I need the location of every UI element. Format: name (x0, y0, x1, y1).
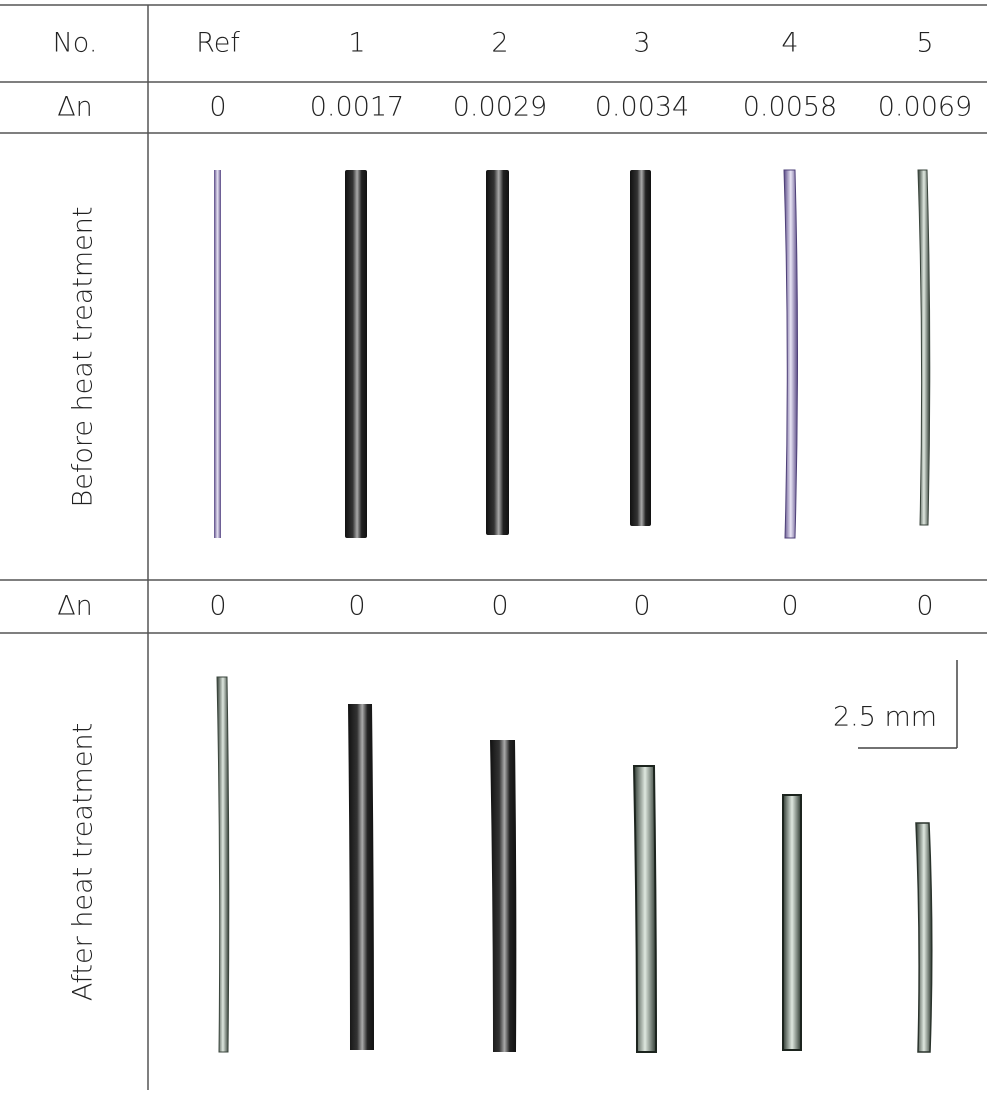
fiber (630, 170, 651, 526)
row-header: No. (53, 28, 98, 59)
fibers-after (216, 676, 933, 1053)
cell: 0 (209, 591, 226, 622)
column-header: 1 (348, 28, 365, 59)
fiber (216, 676, 230, 1053)
row-header: Δn (57, 92, 93, 123)
column-header: Ref (196, 28, 240, 59)
cell: 0 (633, 591, 650, 622)
fiber (782, 794, 802, 1051)
cell: 0.0029 (453, 92, 547, 123)
fiber (783, 169, 798, 539)
scale-label: 2.5 mm (833, 702, 937, 733)
fiber (632, 765, 658, 1053)
section-label: After heat treatment (68, 723, 99, 1001)
column-header: 3 (633, 28, 650, 59)
section-label: Before heat treatment (68, 207, 99, 508)
column-header: 5 (916, 28, 933, 59)
fibers-before (214, 169, 931, 539)
fiber (915, 822, 933, 1053)
column-header: 2 (491, 28, 508, 59)
cell: 0 (491, 591, 508, 622)
cell: 0 (916, 591, 933, 622)
row-header: Δn (57, 591, 93, 622)
cell: 0.0034 (595, 92, 689, 123)
cell: 0 (781, 591, 798, 622)
fiber (345, 170, 367, 538)
cell: 0.0017 (310, 92, 404, 123)
fiber (486, 170, 509, 535)
cell: 0 (348, 591, 365, 622)
column-header: 4 (781, 28, 798, 59)
cell: 0 (209, 92, 226, 123)
cell: 0.0058 (743, 92, 837, 123)
table-rules (0, 4, 987, 1090)
cell: 0.0069 (878, 92, 972, 123)
scale-bar: 2.5 mm (833, 660, 958, 749)
fiber (917, 169, 931, 526)
fiber (348, 704, 374, 1050)
fiber (490, 740, 517, 1052)
fiber (214, 170, 221, 538)
